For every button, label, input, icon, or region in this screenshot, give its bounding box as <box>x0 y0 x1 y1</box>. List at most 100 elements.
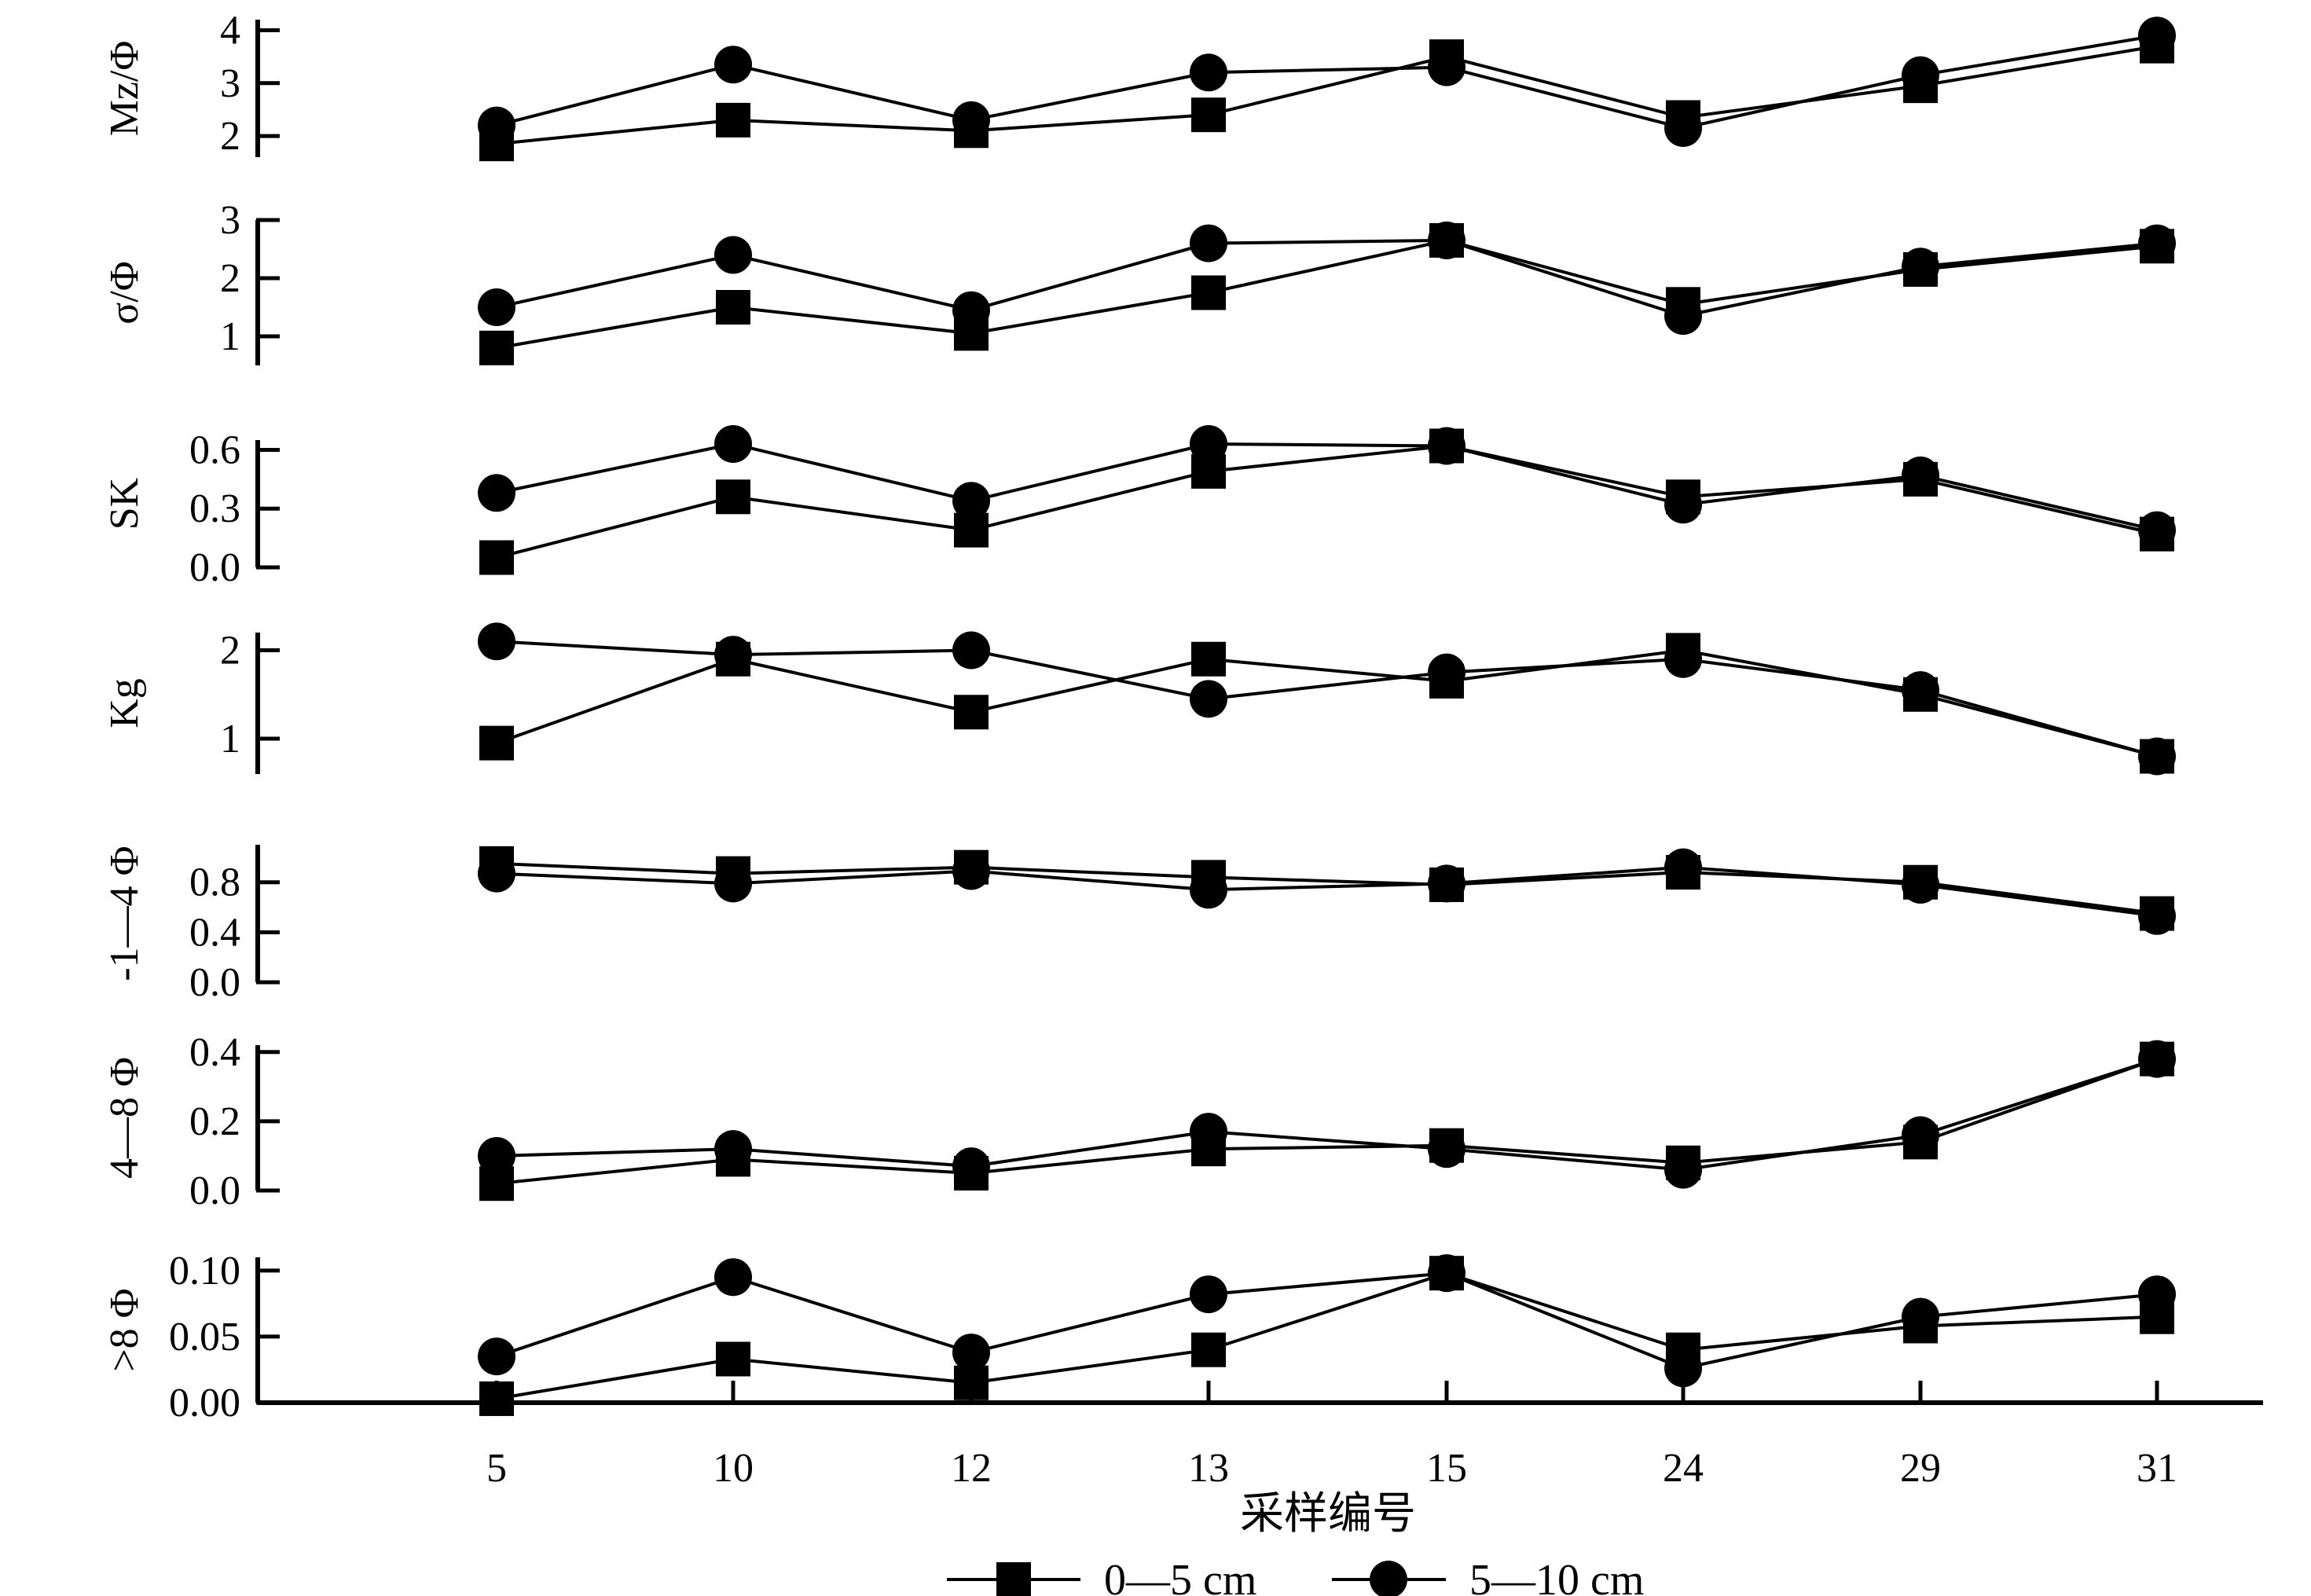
data-point-square <box>479 330 514 365</box>
y-tick-label: 0.3 <box>189 486 240 531</box>
y-tick-label: 0.6 <box>189 427 240 472</box>
data-point-circle <box>1190 871 1227 909</box>
data-point-circle <box>2138 224 2176 262</box>
y-axis-label: SK <box>102 477 147 530</box>
x-tick-label: 24 <box>1663 1446 1704 1491</box>
series-line <box>496 442 2158 532</box>
y-axis-label: -1—4 Φ <box>102 846 147 981</box>
y-tick-label: 0.8 <box>189 860 240 905</box>
data-point-circle <box>952 852 990 890</box>
y-tick-label: 0.10 <box>169 1249 240 1293</box>
series-line <box>496 1271 2158 1400</box>
data-point-square <box>479 725 514 761</box>
data-point-circle <box>478 854 515 893</box>
series-line <box>496 238 2158 318</box>
y-axis-label: σ/Φ <box>102 261 147 325</box>
data-point-square <box>716 1341 750 1377</box>
x-tick-label: 13 <box>1188 1446 1229 1491</box>
data-point-square <box>1191 275 1226 310</box>
data-point-square <box>954 695 989 730</box>
y-tick-label: 0.0 <box>189 1169 240 1213</box>
series-line <box>496 34 2158 130</box>
series-line <box>496 44 2158 146</box>
data-point-circle <box>714 636 752 674</box>
data-point-square <box>1191 641 1226 677</box>
data-point-circle <box>1902 865 1939 904</box>
x-axis-label: 采样编号 <box>1240 1490 1416 1539</box>
series-line <box>496 865 2158 918</box>
data-point-circle <box>478 1337 515 1376</box>
series-line <box>496 444 2158 560</box>
data-point-square <box>716 102 750 138</box>
y-axis-label: Kg <box>102 678 147 728</box>
data-point-circle <box>714 46 752 84</box>
data-point-circle <box>1190 224 1227 262</box>
legend-marker-circle <box>1370 1561 1407 1596</box>
data-point-circle <box>1428 427 1465 465</box>
y-tick-label: 0.05 <box>169 1315 240 1359</box>
data-point-circle <box>1902 456 1939 494</box>
data-point-circle <box>952 631 990 670</box>
series-line <box>496 640 2158 758</box>
data-point-circle <box>1428 1254 1465 1293</box>
legend-label-0: 0—5 cm <box>1104 1556 1256 1596</box>
data-point-circle <box>952 482 990 520</box>
data-point-circle <box>714 1130 752 1169</box>
x-tick-label: 5 <box>486 1446 507 1491</box>
series-line <box>496 648 2158 758</box>
data-point-circle <box>1664 640 1702 678</box>
y-tick-label: 3 <box>220 61 240 106</box>
data-point-circle <box>2138 1275 2176 1314</box>
data-point-circle <box>478 1136 515 1175</box>
y-axis-label: >8 Φ <box>102 1288 147 1371</box>
legend-label-1: 5—10 cm <box>1469 1556 1644 1596</box>
data-point-square <box>716 479 750 515</box>
data-point-circle <box>478 106 515 145</box>
data-point-circle <box>714 236 752 274</box>
y-tick-label: 3 <box>220 198 240 243</box>
x-tick-label: 15 <box>1426 1446 1467 1491</box>
series-line <box>496 1057 2158 1186</box>
data-point-circle <box>1664 848 1702 886</box>
x-tick-label: 31 <box>2137 1446 2177 1491</box>
y-tick-label: 1 <box>220 717 240 761</box>
y-tick-label: 0.4 <box>189 1030 240 1075</box>
data-point-circle <box>952 1147 990 1186</box>
y-tick-label: 0.0 <box>189 960 240 1005</box>
data-point-circle <box>1664 486 1702 524</box>
y-tick-label: 2 <box>220 256 240 301</box>
y-axis-label: 4—8 Φ <box>102 1057 147 1179</box>
y-tick-label: 0.0 <box>189 545 240 590</box>
y-tick-label: 0.4 <box>189 910 240 955</box>
y-tick-label: 0.00 <box>169 1381 240 1425</box>
data-point-square <box>716 290 750 325</box>
y-tick-label: 0.2 <box>189 1099 240 1144</box>
data-point-circle <box>1902 248 1939 286</box>
data-point-circle <box>714 1258 752 1297</box>
y-tick-label: 2 <box>220 629 240 673</box>
data-point-circle <box>1190 1113 1227 1151</box>
data-point-circle <box>1902 1116 1939 1154</box>
data-point-circle <box>1428 48 1465 86</box>
data-point-circle <box>2138 737 2176 776</box>
data-point-circle <box>2138 511 2176 549</box>
data-point-circle <box>478 288 515 326</box>
data-point-circle <box>1902 671 1939 710</box>
x-tick-label: 29 <box>1900 1446 1941 1491</box>
data-point-circle <box>1428 1130 1465 1169</box>
data-point-circle <box>2138 897 2176 935</box>
data-point-square <box>479 540 514 575</box>
y-axis-label: Mz/Φ <box>102 41 147 137</box>
legend-marker-square <box>996 1562 1031 1596</box>
series-line <box>496 1271 2158 1370</box>
data-point-circle <box>714 424 752 463</box>
data-point-circle <box>1664 297 1702 336</box>
data-point-square <box>1191 97 1226 133</box>
y-tick-label: 2 <box>220 114 240 159</box>
data-point-circle <box>714 864 752 903</box>
data-point-circle <box>952 1334 990 1372</box>
data-point-circle <box>1664 108 1702 147</box>
data-point-circle <box>2138 1040 2176 1078</box>
y-tick-label: 1 <box>220 314 240 359</box>
y-tick-label: 4 <box>220 8 240 53</box>
